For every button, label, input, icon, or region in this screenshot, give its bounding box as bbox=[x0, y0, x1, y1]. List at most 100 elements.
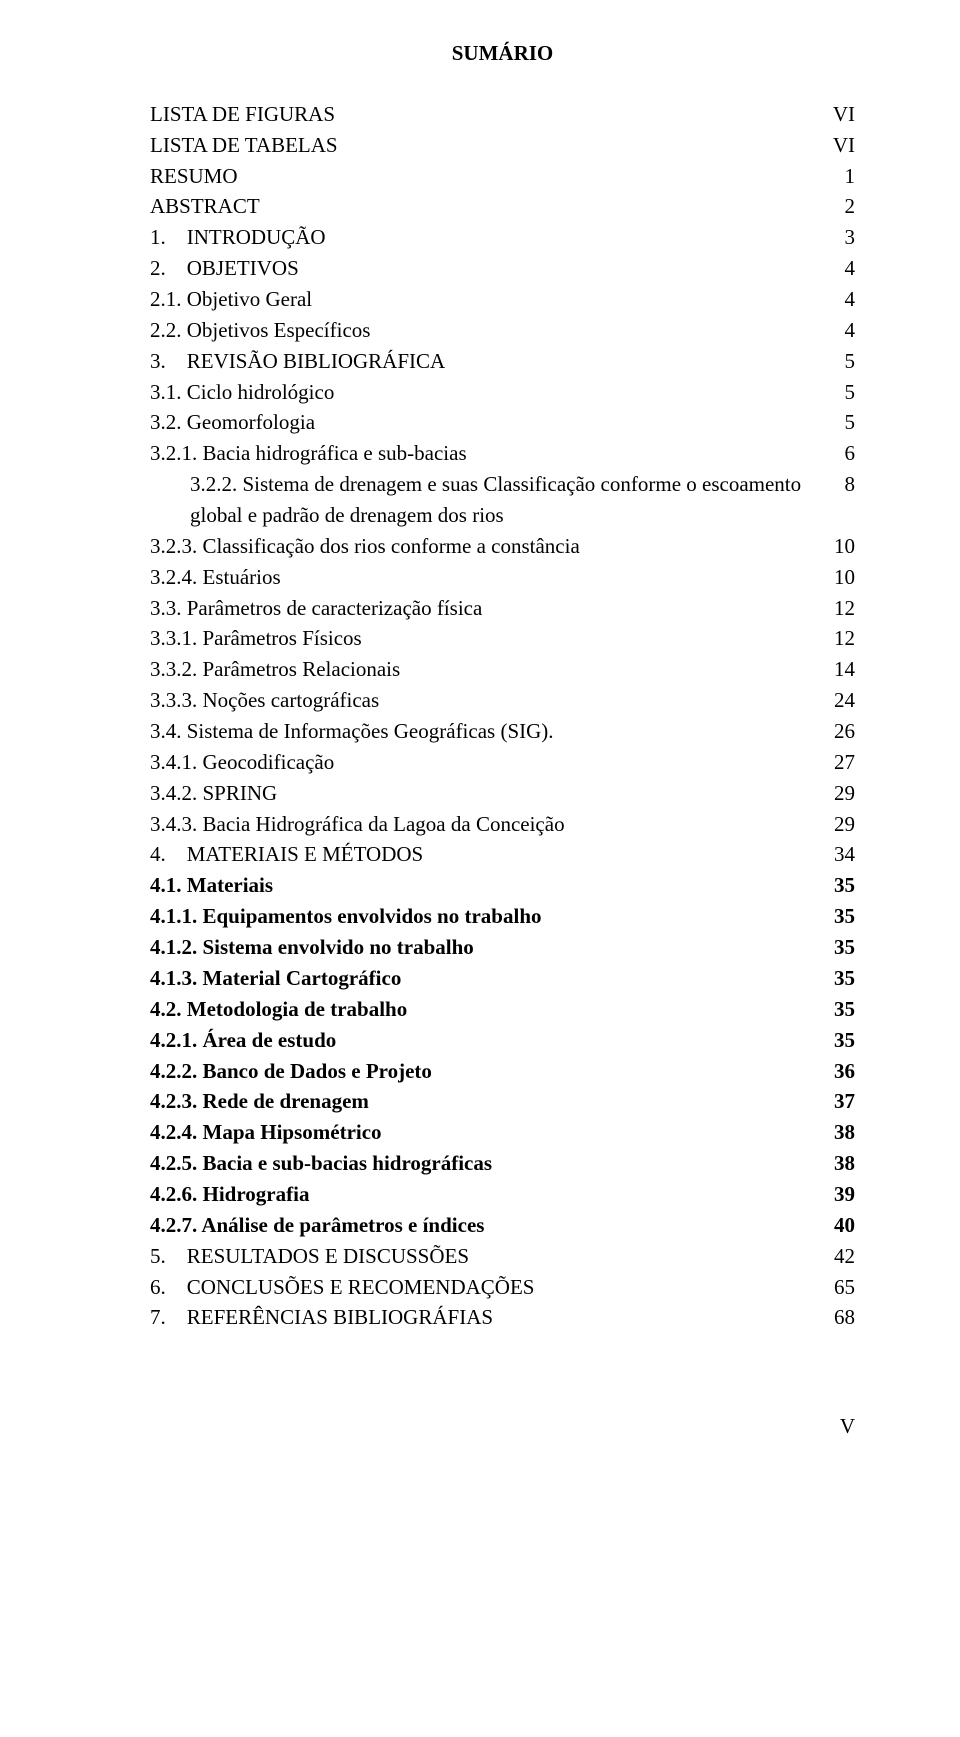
toc-page-number: 4 bbox=[829, 284, 856, 315]
toc-label: 3.2. Geomorfologia bbox=[150, 407, 829, 438]
toc-page-number: 5 bbox=[829, 346, 856, 377]
toc-label: 3.3. Parâmetros de caracterização física bbox=[150, 593, 818, 624]
toc-label: 3.4. Sistema de Informações Geográficas … bbox=[150, 716, 818, 747]
toc-line: 4.2.1. Área de estudo35 bbox=[150, 1025, 855, 1056]
toc-page-number: VI bbox=[817, 99, 855, 130]
toc-page-number: 12 bbox=[818, 623, 855, 654]
toc-label: RESUMO bbox=[150, 161, 829, 192]
toc-page-number: 35 bbox=[818, 994, 855, 1025]
toc-label: 4.2. Metodologia de trabalho bbox=[150, 994, 818, 1025]
toc-page-number: 10 bbox=[818, 531, 855, 562]
toc-line: 3.2.1. Bacia hidrográfica e sub-bacias6 bbox=[150, 438, 855, 469]
toc-page-number: 29 bbox=[818, 778, 855, 809]
toc-line: 6. CONCLUSÕES E RECOMENDAÇÕES65 bbox=[150, 1272, 855, 1303]
toc-page-number: 29 bbox=[818, 809, 855, 840]
toc-line: 3.4.3. Bacia Hidrográfica da Lagoa da Co… bbox=[150, 809, 855, 840]
toc-page-number: 37 bbox=[818, 1086, 855, 1117]
toc-label: 2.2. Objetivos Específicos bbox=[150, 315, 829, 346]
toc-page-number: 35 bbox=[818, 870, 855, 901]
toc-label: 4.1.2. Sistema envolvido no trabalho bbox=[150, 932, 818, 963]
toc-line: RESUMO1 bbox=[150, 161, 855, 192]
toc-page-number: 35 bbox=[818, 1025, 855, 1056]
toc-page-number: 65 bbox=[818, 1272, 855, 1303]
toc-page-number: 34 bbox=[818, 839, 855, 870]
toc-line: 3.1. Ciclo hidrológico5 bbox=[150, 377, 855, 408]
toc-label: 4.1.1. Equipamentos envolvidos no trabal… bbox=[150, 901, 818, 932]
toc-label: 3. REVISÃO BIBLIOGRÁFICA bbox=[150, 346, 829, 377]
toc-line: 3.3.1. Parâmetros Físicos12 bbox=[150, 623, 855, 654]
toc-label: 3.4.2. SPRING bbox=[150, 778, 818, 809]
toc-line: 4.2.4. Mapa Hipsométrico38 bbox=[150, 1117, 855, 1148]
toc-page-number: 5 bbox=[829, 377, 856, 408]
toc-label: LISTA DE FIGURAS bbox=[150, 99, 817, 130]
toc-label: 4.1. Materiais bbox=[150, 870, 818, 901]
toc-page-number: 39 bbox=[818, 1179, 855, 1210]
toc-page-number: 2 bbox=[829, 191, 856, 222]
toc-page-number: 68 bbox=[818, 1302, 855, 1333]
toc-label: 3.1. Ciclo hidrológico bbox=[150, 377, 829, 408]
toc-page-number: 8 bbox=[829, 469, 856, 500]
toc-page-number: 35 bbox=[818, 932, 855, 963]
toc-line: ABSTRACT2 bbox=[150, 191, 855, 222]
toc-line: 2.1. Objetivo Geral4 bbox=[150, 284, 855, 315]
toc-label: 4.2.3. Rede de drenagem bbox=[150, 1086, 818, 1117]
toc-label: 4. MATERIAIS E MÉTODOS bbox=[150, 839, 818, 870]
toc-line: 4.2. Metodologia de trabalho35 bbox=[150, 994, 855, 1025]
toc-label: 3.3.3. Noções cartográficas bbox=[150, 685, 818, 716]
toc-line: 3.3.3. Noções cartográficas24 bbox=[150, 685, 855, 716]
toc-page-number: 14 bbox=[818, 654, 855, 685]
toc-page-number: 35 bbox=[818, 901, 855, 932]
table-of-contents: LISTA DE FIGURASVILISTA DE TABELASVIRESU… bbox=[150, 99, 855, 1333]
toc-label: 4.2.5. Bacia e sub-bacias hidrográficas bbox=[150, 1148, 818, 1179]
toc-page-number: 36 bbox=[818, 1056, 855, 1087]
toc-page-number: 6 bbox=[829, 438, 856, 469]
toc-page-number: VI bbox=[817, 130, 855, 161]
toc-label: 2. OBJETIVOS bbox=[150, 253, 829, 284]
toc-line: 4.1.2. Sistema envolvido no trabalho35 bbox=[150, 932, 855, 963]
toc-line: 3. REVISÃO BIBLIOGRÁFICA5 bbox=[150, 346, 855, 377]
toc-line: 2.2. Objetivos Específicos4 bbox=[150, 315, 855, 346]
toc-line: LISTA DE FIGURASVI bbox=[150, 99, 855, 130]
toc-line: 3.2. Geomorfologia5 bbox=[150, 407, 855, 438]
toc-line: 3.2.3. Classificação dos rios conforme a… bbox=[150, 531, 855, 562]
toc-label: 4.2.1. Área de estudo bbox=[150, 1025, 818, 1056]
toc-line: 3.4.2. SPRING29 bbox=[150, 778, 855, 809]
toc-label: 5. RESULTADOS E DISCUSSÕES bbox=[150, 1241, 818, 1272]
toc-label: LISTA DE TABELAS bbox=[150, 130, 817, 161]
toc-line: 3.3. Parâmetros de caracterização física… bbox=[150, 593, 855, 624]
toc-line: 1. INTRODUÇÃO3 bbox=[150, 222, 855, 253]
toc-label: ABSTRACT bbox=[150, 191, 829, 222]
toc-label: 3.4.3. Bacia Hidrográfica da Lagoa da Co… bbox=[150, 809, 818, 840]
toc-line: 4.2.5. Bacia e sub-bacias hidrográficas3… bbox=[150, 1148, 855, 1179]
toc-page-number: 38 bbox=[818, 1148, 855, 1179]
toc-label: 3.2.4. Estuários bbox=[150, 562, 818, 593]
toc-page-number: 24 bbox=[818, 685, 855, 716]
toc-line: 4.2.6. Hidrografia39 bbox=[150, 1179, 855, 1210]
toc-line: 3.4.1. Geocodificação27 bbox=[150, 747, 855, 778]
toc-label: 4.2.6. Hidrografia bbox=[150, 1179, 818, 1210]
toc-label: 4.1.3. Material Cartográfico bbox=[150, 963, 818, 994]
toc-line: 5. RESULTADOS E DISCUSSÕES42 bbox=[150, 1241, 855, 1272]
toc-label: 3.3.2. Parâmetros Relacionais bbox=[150, 654, 818, 685]
toc-page-number: 4 bbox=[829, 315, 856, 346]
toc-label: 3.2.2. Sistema de drenagem e suas Classi… bbox=[150, 469, 829, 531]
toc-page-number: 40 bbox=[818, 1210, 855, 1241]
toc-label: 3.2.3. Classificação dos rios conforme a… bbox=[150, 531, 818, 562]
toc-line: 2. OBJETIVOS4 bbox=[150, 253, 855, 284]
toc-label: 4.2.4. Mapa Hipsométrico bbox=[150, 1117, 818, 1148]
toc-label: 4.2.7. Análise de parâmetros e índices bbox=[150, 1210, 818, 1241]
toc-page-number: 27 bbox=[818, 747, 855, 778]
toc-page-number: 3 bbox=[829, 222, 856, 253]
toc-line: 4.2.3. Rede de drenagem37 bbox=[150, 1086, 855, 1117]
doc-title: SUMÁRIO bbox=[150, 38, 855, 69]
toc-line: 3.2.2. Sistema de drenagem e suas Classi… bbox=[150, 469, 855, 531]
toc-page-number: 10 bbox=[818, 562, 855, 593]
toc-page-number: 12 bbox=[818, 593, 855, 624]
toc-line: 4.1. Materiais35 bbox=[150, 870, 855, 901]
toc-label: 1. INTRODUÇÃO bbox=[150, 222, 829, 253]
toc-page-number: 4 bbox=[829, 253, 856, 284]
toc-label: 3.3.1. Parâmetros Físicos bbox=[150, 623, 818, 654]
toc-line: 3.3.2. Parâmetros Relacionais14 bbox=[150, 654, 855, 685]
toc-label: 7. REFERÊNCIAS BIBLIOGRÁFIAS bbox=[150, 1302, 818, 1333]
toc-label: 3.4.1. Geocodificação bbox=[150, 747, 818, 778]
